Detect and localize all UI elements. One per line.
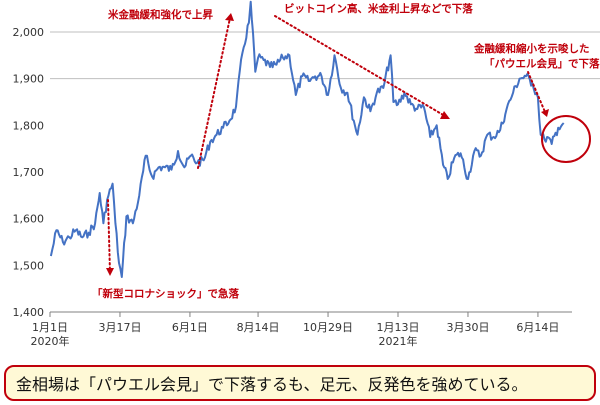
- annotation-arrows: [107, 15, 546, 274]
- arrow-powell: [527, 71, 546, 113]
- arrow-rise: [197, 17, 231, 169]
- x-tick-year-label: 2020年: [31, 334, 70, 348]
- summary-caption: 金相場は「パウエル会見」で下落するも、足元、反発色を強めている。: [4, 365, 596, 401]
- grid-lines: [50, 31, 600, 313]
- annotation-fall: ビットコイン高、米金利上昇などで下落: [284, 2, 473, 15]
- arrowhead-powell: [541, 109, 549, 117]
- arrow-covid-crash: [107, 199, 111, 274]
- arrowhead-rise: [225, 13, 234, 21]
- x-tick-label: 1月1日: [32, 321, 68, 334]
- x-tick-label: 6月1日: [172, 321, 208, 334]
- arrowhead-fall: [440, 111, 450, 119]
- annotation-powell-1: 金融緩和縮小を示唆した: [473, 42, 590, 55]
- y-tick-label: 1,500: [13, 259, 45, 272]
- x-tick-year-label: 2021年: [379, 334, 418, 348]
- gold-price-line: [49, 0, 565, 278]
- x-tick-label: 6月14日: [516, 321, 559, 334]
- annotation-powell-2: 「パウエル会見」で下落: [484, 57, 600, 70]
- x-tick-label: 3月30日: [446, 321, 489, 334]
- x-tick-label: 1月13日: [377, 321, 420, 334]
- arrow-fall: [274, 15, 446, 117]
- y-axis-ticks: 1,400 1,500 1,600 1,700 1,800 1,900 2,000: [13, 26, 45, 319]
- x-tick-label: 8月14日: [237, 321, 280, 334]
- highlight-circle: [541, 115, 591, 163]
- annotation-rise: 米金融緩和強化で上昇: [107, 8, 213, 21]
- y-tick-label: 1,600: [13, 213, 45, 226]
- y-tick-label: 1,900: [13, 73, 45, 86]
- y-tick-label: 1,700: [13, 166, 45, 179]
- annotation-covid: 「新型コロナショック」で急落: [92, 287, 239, 300]
- arrowhead-covid: [106, 268, 114, 276]
- arrow-heads: [106, 13, 549, 276]
- y-tick-label: 2,000: [13, 26, 45, 39]
- gold-price-chart: 1,400 1,500 1,600 1,700 1,800 1,900 2,000 1月1日…: [13, 0, 600, 348]
- x-tick-label: 3月17日: [98, 321, 141, 334]
- x-tick-label: 10月29日: [303, 321, 353, 334]
- y-tick-label: 1,800: [13, 119, 45, 132]
- y-tick-label: 1,400: [13, 306, 45, 319]
- summary-caption-text: 金相場は「パウエル会見」で下落するも、足元、反発色を強めている。: [16, 375, 528, 394]
